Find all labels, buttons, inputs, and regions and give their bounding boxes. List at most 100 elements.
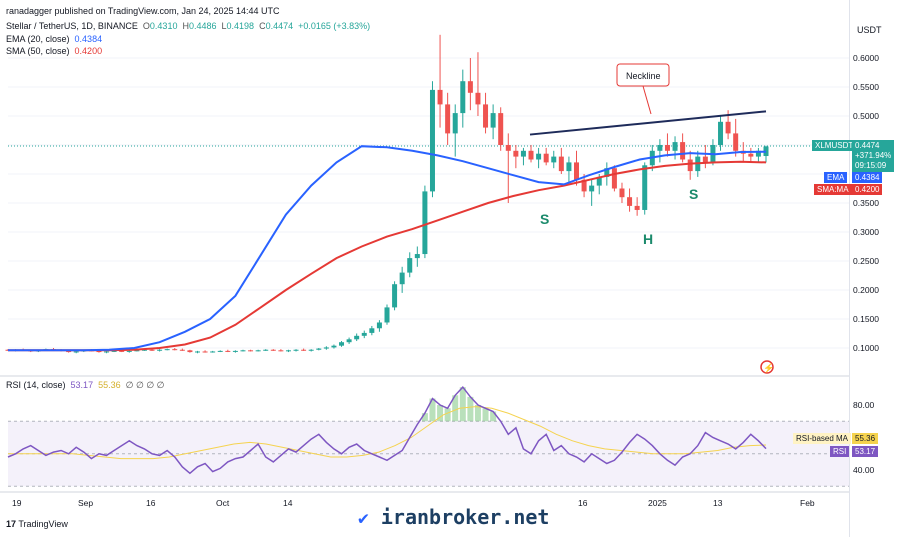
candle-body [308,349,314,351]
candle-body [513,150,519,157]
ema-tag-text: EMA [827,173,845,182]
rsi-extra-values: ∅ ∅ ∅ ∅ [125,380,165,390]
sma-tag-value: 0.4200 [852,184,883,195]
rsi-tag: RSI [830,446,850,457]
candle-body [346,339,352,343]
time-tick-label: 14 [283,498,293,508]
high-value: 0.4486 [188,21,217,31]
candle-body [528,150,534,160]
publisher-text: ranadagger published on TradingView.com,… [6,6,280,16]
candle-body [702,156,708,163]
left-shoulder-label: S [540,211,549,227]
rsi-label: RSI (14, close) [6,380,66,390]
candle-body [331,345,337,348]
rsi-ma-tag-text: RSI-based MA [796,434,849,443]
ema-value: 0.4384 [74,34,103,44]
candle-body [202,351,208,353]
rsi-ma-value: 55.36 [98,380,121,390]
time-tick-label: 2025 [648,498,667,508]
candle-body [725,121,731,134]
candle-body [354,335,360,340]
candle-body [657,145,663,151]
open-value: 0.4310 [149,21,178,31]
open-label: O [142,21,150,31]
candle-body [96,350,102,353]
candle-body [574,162,579,180]
candle-body [278,350,284,352]
candle-body [627,197,633,206]
candle-body [104,351,110,353]
ema-legend[interactable]: EMA (20, close) 0.4384 [6,34,102,44]
candle-body [664,145,670,151]
candle-body [255,350,261,352]
candle-body [376,322,382,329]
ema-tag-value: 0.4384 [852,172,883,183]
candle-body [217,350,223,352]
grid [0,57,849,493]
rsi-value: 53.17 [70,380,94,390]
candle-body [467,81,473,93]
candle-body [407,258,413,273]
symbol-name: Stellar / TetherUS, 1D, BINANCE [6,21,138,31]
candle-body [240,350,246,352]
candle-body [270,349,276,351]
sma-tag: SMA:MA [814,184,852,195]
candle-body [248,350,254,352]
candle-body [369,328,375,333]
time-tick-label: 16 [578,498,588,508]
high-label: H [182,21,189,31]
candle-body [111,350,117,352]
price-tick-label: 0.1500 [853,314,879,324]
tradingview-brand: TradingView [18,519,68,529]
candle-body [687,159,693,172]
candle-body [718,121,724,145]
candle-body [483,104,489,128]
candle-body [134,350,140,352]
candle-body [414,254,420,259]
price-tag-pct: +371.94% [855,151,892,160]
candle-body [460,81,466,114]
sma-legend[interactable]: SMA (50, close) 0.4200 [6,46,102,56]
candle-body [232,350,238,352]
price-tick-label: 0.5000 [853,111,879,121]
candle-body [210,351,216,353]
low-value: 0.4198 [226,21,255,31]
candle-body [581,179,587,192]
rsi-ma-tag-val: 55.36 [855,434,876,443]
ema-tag: EMA [824,172,848,183]
neckline-label: Neckline [626,71,661,81]
candle-body [490,113,496,128]
candle-body [285,350,291,352]
candle-body [536,153,542,160]
sma-tag-val: 0.4200 [855,185,880,194]
candle-body [263,349,269,351]
candle-body [604,168,610,177]
candle-body [680,142,686,160]
candle-body [119,350,125,352]
candle-body [316,348,322,350]
candle-body [755,150,761,157]
change-value: +0.0165 (+3.83%) [298,21,371,31]
price-tick-label: 0.2000 [853,285,879,295]
rsi-line [7,385,767,475]
rsi-overbought-fill [421,387,497,422]
candles [5,34,769,354]
time-tick-label: 16 [146,498,156,508]
publisher-line: ranadagger published on TradingView.com,… [6,6,280,16]
price-axis[interactable] [849,0,900,537]
candle-body [611,168,617,189]
candle-body [422,191,428,255]
candle-body [543,153,549,163]
rsi-tick-label: 40.00 [853,465,875,475]
rsi-ma-tag-value: 55.36 [852,433,879,444]
candle-body [763,146,769,157]
candle-body [149,349,155,351]
time-tick-label: 13 [713,498,723,508]
watermark-icon: ✔ [358,508,369,529]
watermark-text: iranbroker.net [380,505,550,529]
candle-body [634,205,640,210]
rsi-legend[interactable]: RSI (14, close) 53.17 55.36 ∅ ∅ ∅ ∅ [6,380,165,391]
tradingview-logo[interactable]: 17 TradingView [6,519,68,529]
close-value: 0.4474 [265,21,294,31]
